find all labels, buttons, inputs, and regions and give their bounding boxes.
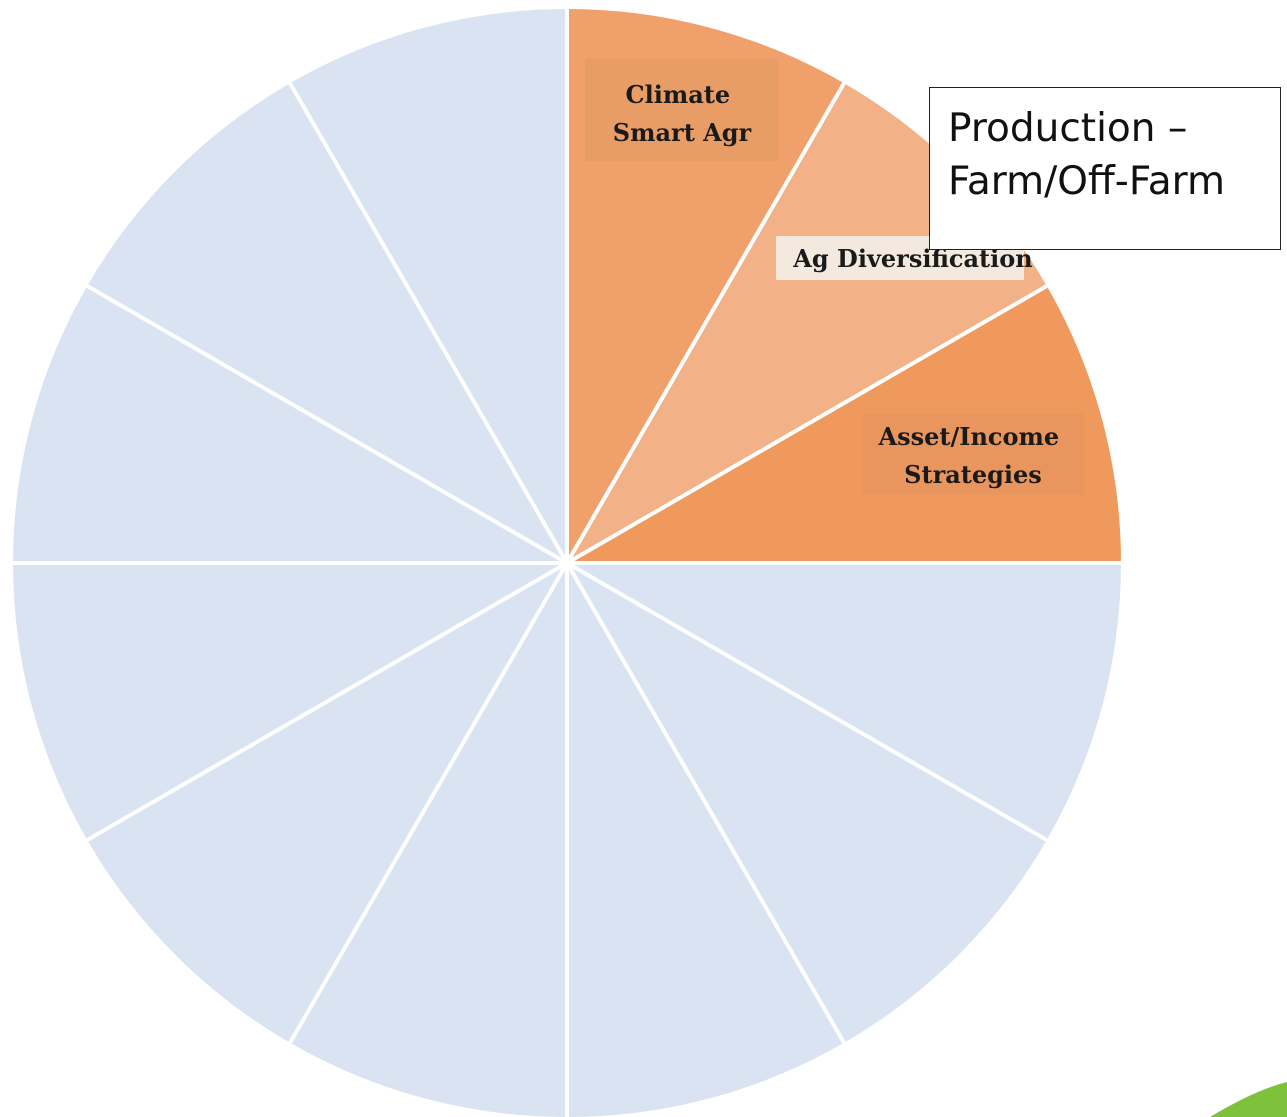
empty-segment: [567, 563, 1121, 840]
green-corner-accent: [1210, 1082, 1287, 1117]
production-callout-box: Production – Farm/Off-Farm: [929, 87, 1281, 250]
empty-segment: [290, 563, 567, 1117]
asset-income-label-bg: [863, 413, 1084, 495]
segment-wheel: [13, 9, 1121, 1117]
callout-line-1: Production –: [948, 106, 1188, 151]
callout-line-2: Farm/Off-Farm: [948, 159, 1225, 204]
segment-divider: [566, 284, 1048, 565]
segment-dividers: [13, 9, 1121, 1117]
empty-segment: [87, 563, 567, 1043]
ag-diversification-segment: [567, 83, 1047, 563]
empty-segment: [567, 563, 1047, 1043]
segment-divider: [565, 82, 846, 564]
empty-segment: [290, 9, 567, 563]
segment-divider: [86, 284, 568, 565]
empty-segment: [13, 563, 567, 840]
climate-smart-agr-label-bg: [585, 59, 778, 161]
segment-divider: [566, 561, 1048, 842]
segment-divider: [288, 82, 569, 564]
climate-smart-agr-label: Climate Smart Agr: [613, 80, 752, 147]
asset-income-strategies-label: Asset/Income Strategies: [877, 422, 1067, 489]
empty-segment: [567, 563, 844, 1117]
segment-divider: [565, 562, 846, 1044]
empty-segment: [87, 83, 567, 563]
segment-divider: [288, 562, 569, 1044]
empty-segment: [13, 286, 567, 563]
segment-divider: [86, 561, 568, 842]
